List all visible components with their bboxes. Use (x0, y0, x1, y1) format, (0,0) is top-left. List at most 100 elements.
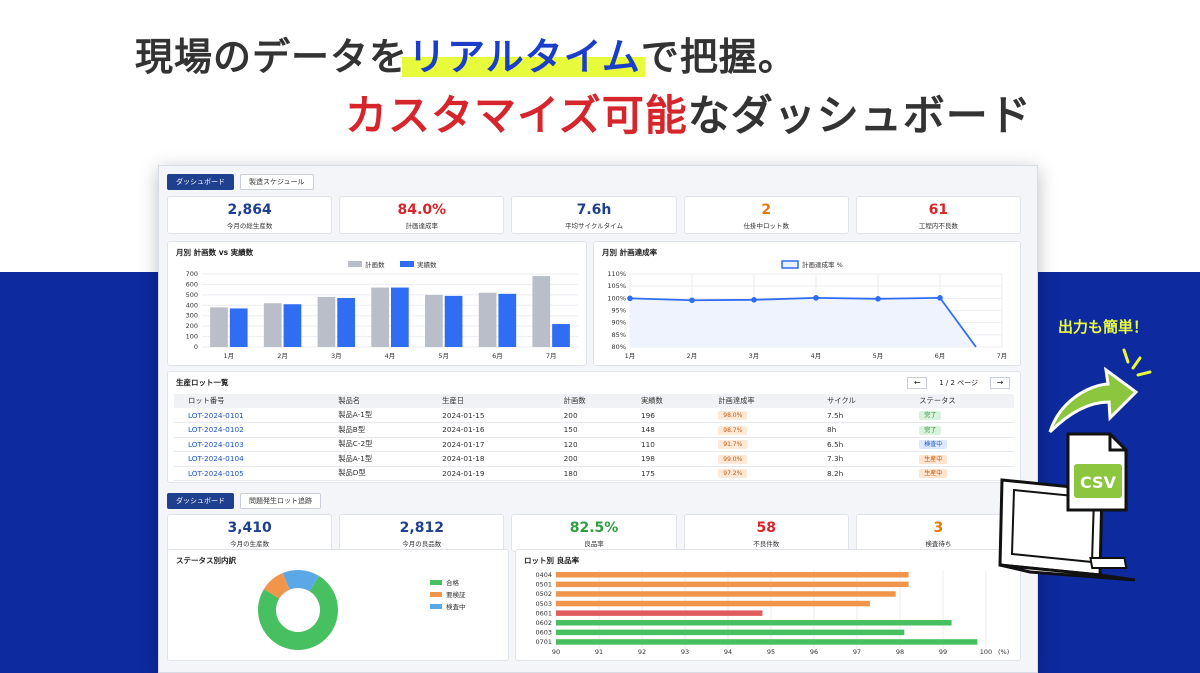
x-tick-label: 1月 (625, 352, 636, 360)
table-row[interactable]: LOT-2024-0102 製品B型 2024-01-16 150 148 98.7% 8h… (174, 422, 1014, 438)
x-tick-label: 3月 (749, 352, 760, 360)
page-indicator: 1 / 2 ページ (939, 379, 978, 387)
y-tick-label: 100% (607, 294, 626, 302)
legend-swatch (348, 261, 362, 267)
lot-link[interactable]: LOT-2024-0103 (174, 437, 325, 452)
kpi-value: 82.5% (569, 520, 619, 536)
tab-problem-lot-tracking[interactable]: 問題発生ロット追跡 (240, 493, 321, 509)
x-tick-label: 5月 (438, 352, 449, 360)
csv-file-icon: CSV (1066, 432, 1128, 512)
lot-table: ロット番号 製品名 生産日 計画数 実績数 計画達成率 サイクル ステータス LOT-2024… (174, 394, 1014, 481)
bar (556, 600, 870, 607)
kpi-value: 58 (756, 520, 776, 536)
date-cell: 2024-01-15 (428, 408, 550, 423)
lot-link[interactable]: LOT-2024-0101 (174, 408, 325, 423)
bar (556, 620, 952, 626)
table-row[interactable]: LOT-2024-0105 製品D型 2024-01-19 180 175 97.2% 8.… (174, 466, 1014, 481)
bar (556, 581, 909, 588)
top-kpi-row: 2,864 今月の総生産数 84.0% 計画達成率 7.6h 平均サイクルタイム 2 仕… (167, 196, 1022, 234)
y-tick-label: 500 (186, 291, 198, 299)
y-tick-label: 400 (186, 301, 198, 309)
rate-badge: 99.0% (718, 454, 748, 464)
prev-page-button[interactable]: ← (907, 377, 928, 389)
column-header: 計画達成率 (704, 394, 813, 408)
legend-label: 要検証 (446, 590, 466, 599)
csv-label: CSV (1080, 473, 1117, 492)
achievement-rate-panel: 月別 計画達成率 計画達成率 % 80% 85% 90% 95% 100% 105% 110%… (593, 241, 1021, 366)
next-page-button[interactable]: → (990, 377, 1010, 389)
rate-cell: 98.0% (704, 408, 813, 423)
top-tab-bar: ダッシュボード 製造スケジュール (167, 174, 314, 190)
legend-label: 検査中 (446, 602, 466, 611)
column-header: サイクル (812, 394, 906, 408)
lot-link[interactable]: LOT-2024-0105 (174, 466, 325, 481)
table-row[interactable]: LOT-2024-0103 製品C-2型 2024-01-17 120 110 91.7%… (174, 437, 1014, 452)
donut-slice (282, 570, 319, 592)
kpi-value: 7.6h (576, 202, 612, 218)
kpi-label: 平均サイクルタイム (564, 222, 624, 230)
kpi-label: 工程内不良数 (918, 222, 958, 230)
column-header: 計画数 (549, 394, 627, 408)
headline-text: なダッシュボード (687, 91, 1032, 140)
kpi-label: 今月の良品数 (402, 540, 442, 548)
data-point (627, 295, 633, 302)
y-tick-label: 0 (194, 343, 198, 351)
date-cell: 2024-01-18 (428, 451, 550, 467)
table-row[interactable]: LOT-2024-0101 製品A-1型 2024-01-15 200 196 98.0%… (174, 408, 1014, 423)
kpi-card: 3 検査待ち (855, 514, 1022, 552)
table-row[interactable]: LOT-2024-0104 製品A-1型 2024-01-18 200 198 99.0%… (174, 451, 1014, 467)
line-area (630, 297, 976, 347)
tab-dashboard-2[interactable]: ダッシュボード (167, 493, 234, 509)
rate-cell: 91.7% (704, 437, 813, 452)
actual-cell: 198 (626, 451, 705, 467)
y-tick-label: 0602 (535, 619, 552, 627)
plan-vs-actual-chart: 計画数 実績数 0 100 200 300 400 500 600 700 1月 2月 3月 4月 5月 6月… (186, 260, 578, 360)
bar (556, 629, 905, 636)
rate-badge: 98.7% (718, 425, 748, 435)
bar (391, 287, 409, 347)
y-tick-label: 0501 (535, 581, 552, 589)
y-tick-label: 100 (186, 333, 198, 341)
kpi-card: 82.5% 良品率 (511, 514, 677, 552)
x-tick-label: 98 (896, 648, 904, 656)
headline-highlight: リアルタイム (408, 35, 641, 79)
product-cell: 製品C-2型 (324, 437, 429, 452)
sparkle-icon (1122, 348, 1152, 377)
bar (229, 308, 248, 347)
status-badge: 完了 (919, 411, 942, 420)
kpi-label: 今月の総生産数 (226, 222, 273, 230)
x-tick-label: 2月 (277, 352, 288, 360)
pagination: ← 1 / 2 ページ → (907, 377, 1010, 389)
kpi-label: 検査待ち (925, 540, 952, 548)
bar (317, 296, 336, 347)
column-header: ロット番号 (174, 394, 325, 408)
x-tick-label: 100 (980, 648, 992, 656)
x-tick-label: 94 (724, 648, 732, 656)
tab-production-schedule[interactable]: 製造スケジュール (240, 174, 314, 190)
headline-line2: カスタマイズ可能なダッシュボード (345, 82, 1032, 143)
product-cell: 製品D型 (324, 466, 429, 481)
lot-link[interactable]: LOT-2024-0102 (174, 422, 325, 438)
kpi-card: 2,864 今月の総生産数 (167, 196, 333, 234)
bar (532, 276, 551, 347)
lot-link[interactable]: LOT-2024-0104 (174, 451, 325, 467)
kpi-card: 2,812 今月の良品数 (339, 514, 505, 552)
legend-label: 合格 (446, 578, 460, 587)
rate-cell: 97.2% (704, 466, 813, 481)
date-cell: 2024-01-16 (428, 422, 550, 438)
x-tick-label: 7月 (546, 352, 557, 360)
kpi-value: 3 (933, 520, 944, 536)
rate-badge: 97.2% (718, 469, 748, 479)
kpi-label: 今月の生産数 (230, 540, 270, 548)
kpi-card: 58 不良件数 (683, 514, 849, 552)
rate-cell: 98.7% (704, 422, 813, 438)
headline-text: 現場のデータを (135, 35, 409, 79)
tab-dashboard[interactable]: ダッシュボード (167, 174, 234, 190)
column-header: 実績数 (626, 394, 705, 408)
kpi-value: 2,864 (227, 202, 272, 218)
status-badge: 完了 (919, 425, 942, 435)
x-tick-label: 90 (552, 648, 560, 656)
column-header: 製品名 (324, 394, 429, 408)
product-cell: 製品B型 (324, 422, 429, 438)
